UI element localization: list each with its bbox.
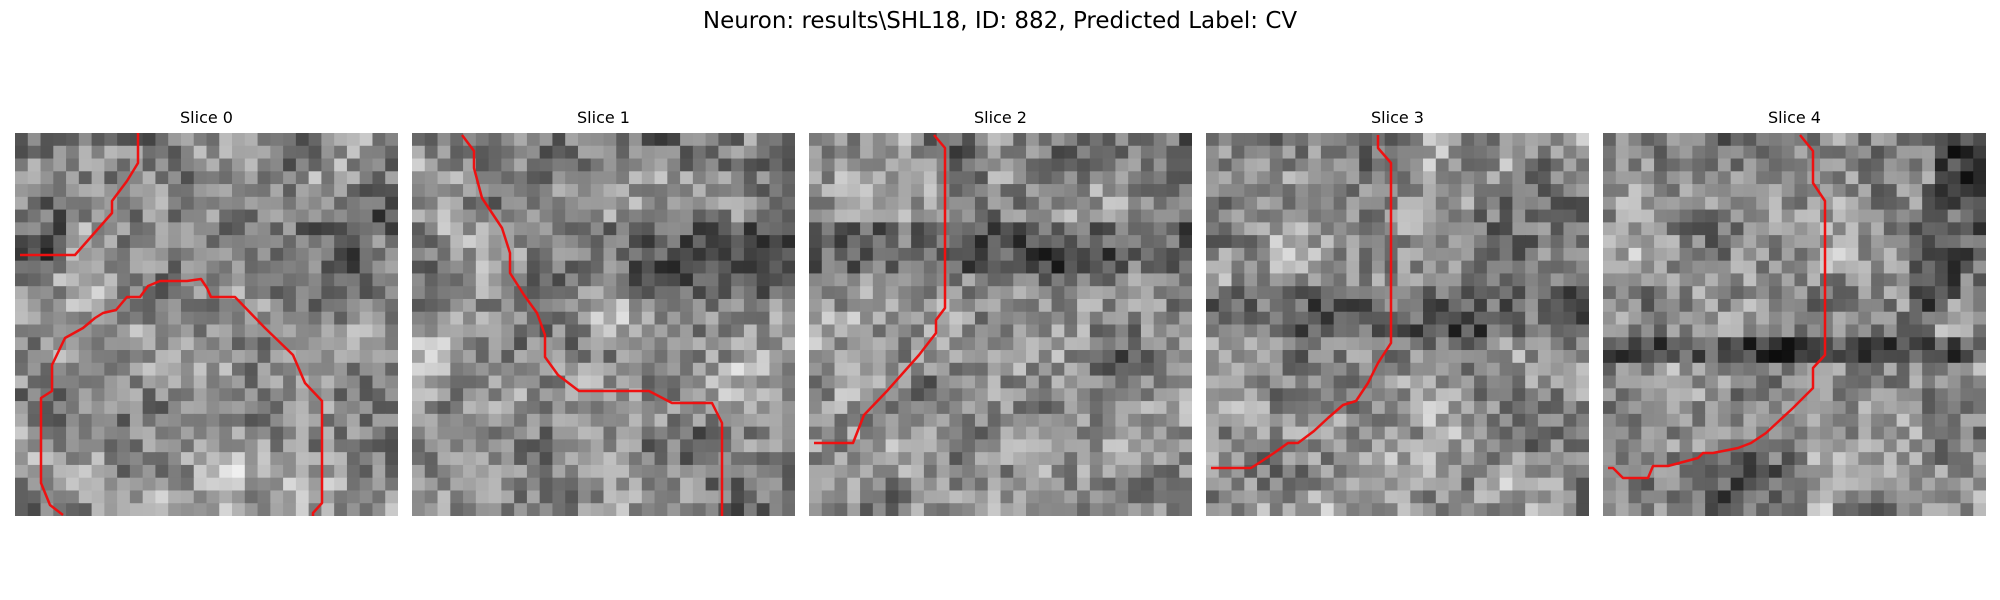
contour-line [461,134,724,516]
slice-title: Slice 3 [1371,108,1424,127]
slice-title: Slice 2 [974,108,1027,127]
contour-line [1608,134,1827,480]
slice-title: Slice 0 [180,108,233,127]
slice-image [15,133,398,516]
slice-image [1603,133,1986,516]
contour-line [1211,135,1393,470]
contour-line [814,134,947,445]
figure-title: Neuron: results\SHL18, ID: 882, Predicte… [702,8,1298,34]
slice-title: Slice 1 [577,108,630,127]
contour-line [39,277,324,516]
slice-image [1206,133,1589,516]
slice-image [412,133,795,516]
contour-line [20,133,140,257]
slice-title: Slice 4 [1768,108,1821,127]
slice-image [809,133,1192,516]
